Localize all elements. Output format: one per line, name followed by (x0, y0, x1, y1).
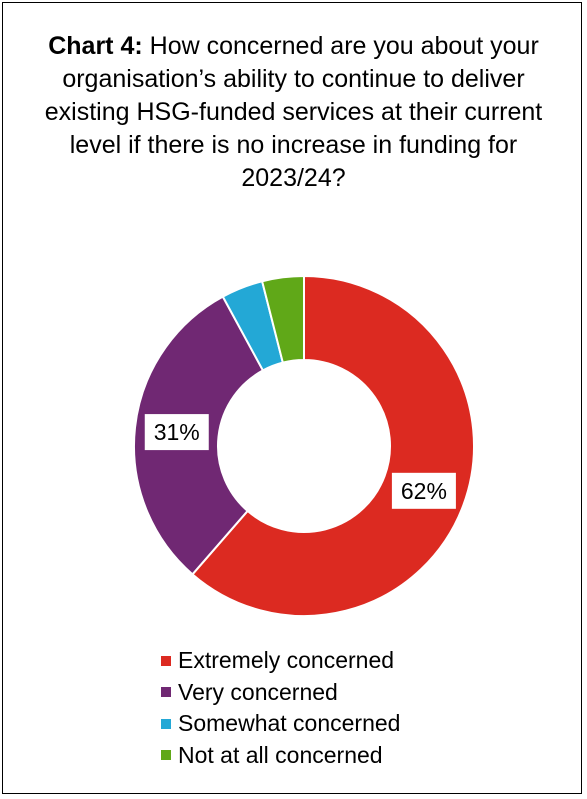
donut-chart: 62% 31% (133, 274, 475, 617)
data-label-very-concerned: 31% (144, 414, 209, 451)
chart-legend: Extremely concerned Very concerned Somew… (161, 645, 400, 771)
donut-slice-not-at-all-concerned (260, 274, 305, 364)
legend-label: Extremely concerned (178, 647, 395, 673)
legend-label: Not at all concerned (178, 741, 383, 768)
chart-title: Chart 4: How concerned are you about you… (40, 30, 547, 195)
legend-swatch (161, 655, 171, 666)
legend-swatch (161, 750, 171, 761)
chart-title-text: How concerned are you about your organis… (44, 32, 543, 192)
donut-slice-extremely-concerned (191, 274, 475, 617)
legend-swatch (161, 718, 171, 729)
chart-title-lead: Chart 4: (48, 32, 143, 60)
legend-swatch (161, 687, 171, 698)
data-label-extremely-concerned: 62% (391, 472, 456, 509)
legend-item-very-concerned: Very concerned (161, 677, 400, 709)
legend-item-not-at-all-concerned: Not at all concerned (161, 740, 400, 772)
data-label-text: 62% (401, 478, 447, 504)
legend-item-extremely-concerned: Extremely concerned (161, 645, 400, 677)
data-label-box (144, 414, 209, 451)
legend-item-somewhat-concerned: Somewhat concerned (161, 708, 400, 740)
legend-label: Very concerned (178, 678, 338, 705)
chart-frame (2, 2, 582, 794)
legend-label: Somewhat concerned (178, 710, 401, 736)
data-label-box (391, 472, 456, 509)
data-label-text: 31% (154, 419, 200, 445)
